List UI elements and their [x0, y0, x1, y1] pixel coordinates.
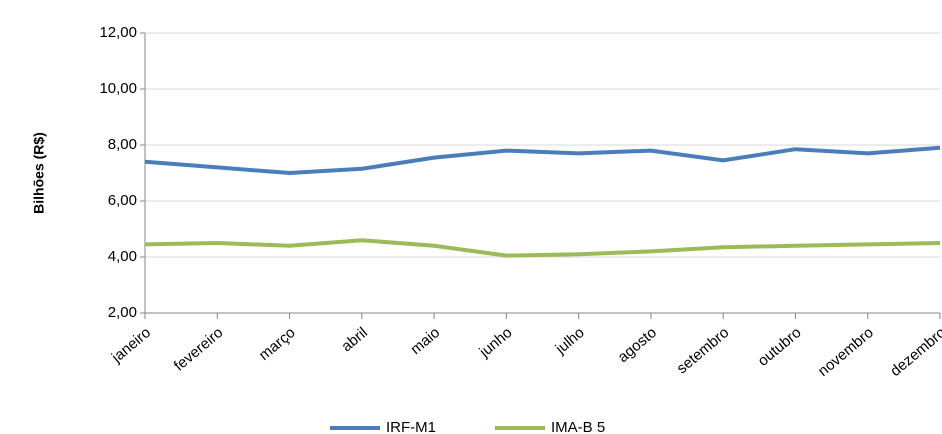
line-series	[144, 145, 941, 176]
x-tick-label: outubro	[755, 324, 805, 370]
y-tick-label: 6,00	[108, 192, 137, 209]
y-tick-label: 8,00	[108, 136, 137, 153]
y-axis-label: Bilhões (R$)	[31, 132, 47, 214]
x-tick-label: dezembro	[887, 324, 942, 380]
x-tick-label: janeiro	[108, 324, 154, 367]
y-tick-label: 2,00	[108, 304, 137, 321]
x-tick-label: agosto	[615, 324, 660, 366]
y-tick-label: 4,00	[108, 248, 137, 265]
legend-label: IRF-M1	[386, 419, 436, 434]
y-tick-label: 12,00	[99, 24, 137, 41]
x-tick-label: fevereiro	[171, 324, 227, 375]
line-series	[144, 238, 941, 258]
x-tick-label: julho	[552, 324, 588, 358]
x-tick-label: março	[256, 324, 299, 364]
x-tick-label: abril	[338, 324, 371, 355]
y-tick-label: 10,00	[99, 80, 137, 97]
x-tick-label: maio	[407, 324, 443, 358]
legend-label: IMA-B 5	[551, 419, 605, 434]
x-tick-label: novembro	[815, 324, 877, 380]
x-tick-label: setembro	[673, 324, 732, 377]
x-tick-label: junho	[476, 324, 516, 361]
